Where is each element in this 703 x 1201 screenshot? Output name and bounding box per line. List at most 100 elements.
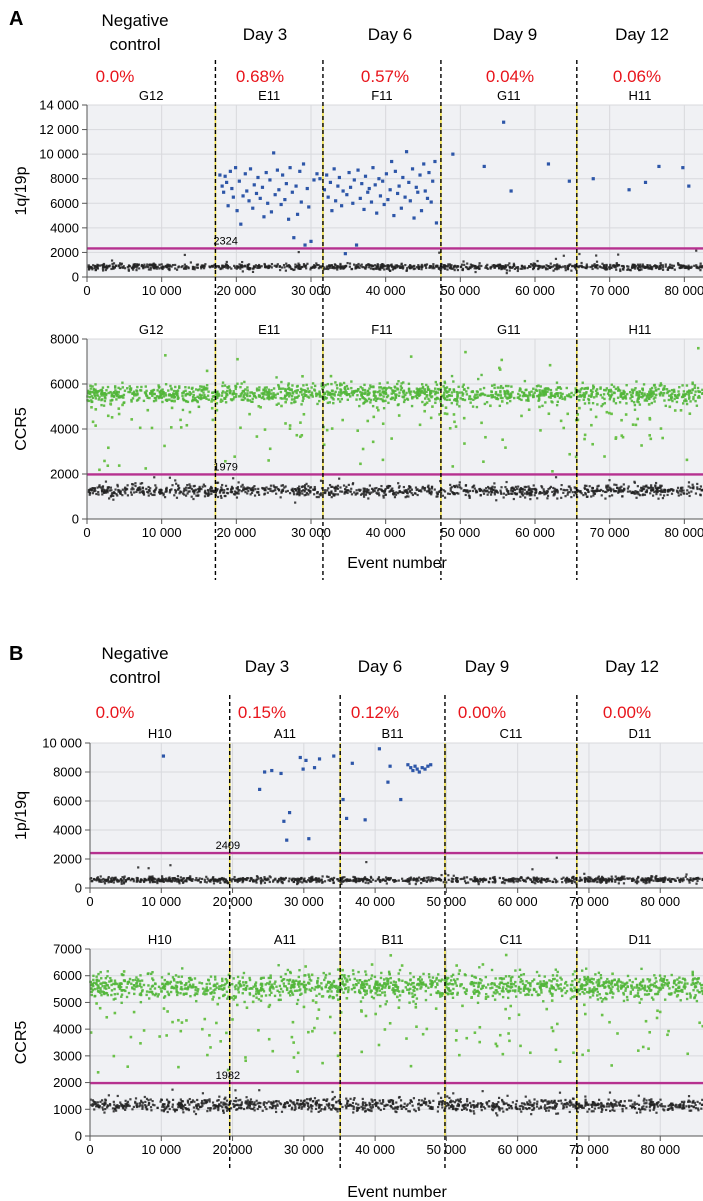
negative-droplet (654, 481, 658, 485)
negative-droplet (480, 878, 483, 882)
negative-droplet (650, 484, 653, 487)
well-label: H11 (628, 88, 651, 103)
positive-droplet (404, 393, 407, 397)
negative-droplet (134, 484, 137, 488)
positive-droplet (216, 390, 219, 393)
positive-droplet (562, 426, 566, 430)
positive-droplet (652, 384, 656, 387)
negative-droplet (96, 265, 99, 268)
positive-droplet (693, 386, 696, 390)
negative-droplet (273, 264, 276, 267)
negative-droplet (167, 267, 170, 271)
negative-droplet (516, 267, 520, 270)
negative-droplet (484, 266, 487, 269)
positive-droplet (263, 390, 267, 393)
negative-droplet (424, 263, 427, 266)
negative-droplet (268, 880, 271, 884)
negative-droplet (400, 262, 403, 265)
negative-droplet (554, 268, 557, 271)
negative-droplet (433, 488, 436, 491)
positive-droplet (246, 392, 249, 395)
positive-droplet (587, 397, 590, 401)
negative-droplet (421, 487, 424, 490)
positive-droplet (445, 391, 449, 394)
positive-droplet (322, 398, 326, 401)
negative-droplet (315, 263, 319, 267)
negative-droplet (303, 489, 306, 492)
positive-droplet (112, 395, 116, 398)
negative-droplet (575, 492, 578, 495)
positive-droplet (392, 391, 395, 395)
negative-droplet (362, 878, 365, 881)
negative-droplet (387, 268, 391, 271)
positive-droplet (455, 398, 458, 401)
negative-droplet (456, 265, 459, 268)
negative-droplet (113, 491, 116, 495)
positive-droplet (170, 394, 173, 397)
positive-droplet (461, 398, 464, 401)
negative-droplet (613, 490, 616, 493)
positive-droplet (91, 396, 95, 400)
negative-droplet (266, 491, 269, 494)
negative-droplet (152, 262, 155, 265)
positive-droplet (406, 763, 410, 767)
negative-droplet (370, 265, 374, 268)
negative-droplet (609, 265, 612, 268)
negative-droplet (581, 265, 584, 269)
positive-droplet (438, 413, 441, 416)
negative-droplet (595, 266, 598, 269)
negative-droplet (223, 494, 226, 498)
negative-droplet (649, 492, 652, 495)
positive-droplet (94, 408, 98, 411)
positive-droplet (158, 385, 161, 389)
negative-droplet (620, 264, 624, 268)
negative-droplet (205, 875, 208, 878)
positive-droplet (240, 382, 243, 385)
negative-droplet (655, 879, 658, 882)
negative-droplet (448, 263, 451, 266)
positive-droplet (363, 388, 367, 392)
positive-droplet (174, 385, 177, 389)
negative-droplet (661, 268, 665, 271)
negative-droplet (536, 880, 540, 883)
negative-droplet (632, 266, 635, 269)
negative-droplet (148, 879, 152, 882)
negative-droplet (587, 876, 590, 879)
negative-droplet (317, 495, 320, 499)
positive-droplet (376, 390, 380, 394)
negative-droplet (182, 267, 186, 270)
negative-droplet (320, 492, 323, 495)
positive-droplet (334, 390, 337, 394)
negative-droplet (224, 263, 227, 266)
negative-droplet (551, 490, 554, 494)
negative-droplet (368, 484, 371, 487)
positive-droplet (687, 391, 691, 395)
positive-droplet (258, 386, 261, 389)
positive-droplet (662, 387, 666, 390)
negative-droplet (305, 482, 308, 485)
negative-droplet (299, 878, 303, 881)
negative-droplet (558, 264, 561, 267)
positive-droplet (668, 394, 671, 397)
positive-droplet (232, 398, 235, 401)
negative-droplet (412, 267, 415, 271)
positive-droplet (620, 418, 623, 422)
negative-droplet (156, 265, 159, 268)
positive-droplet (511, 390, 514, 394)
negative-droplet (352, 875, 355, 879)
negative-droplet (245, 488, 248, 491)
negative-droplet (453, 485, 457, 488)
negative-droplet (488, 487, 491, 490)
positive-droplet (415, 393, 418, 396)
negative-droplet (512, 879, 515, 882)
positive-droplet (635, 380, 638, 383)
negative-droplet (510, 880, 513, 883)
negative-droplet (689, 486, 692, 489)
negative-droplet (654, 264, 657, 267)
negative-droplet (464, 265, 468, 269)
negative-droplet (331, 485, 334, 488)
negative-droplet (493, 491, 496, 494)
positive-droplet (224, 401, 228, 404)
positive-droplet (455, 403, 459, 406)
positive-droplet (360, 394, 363, 397)
